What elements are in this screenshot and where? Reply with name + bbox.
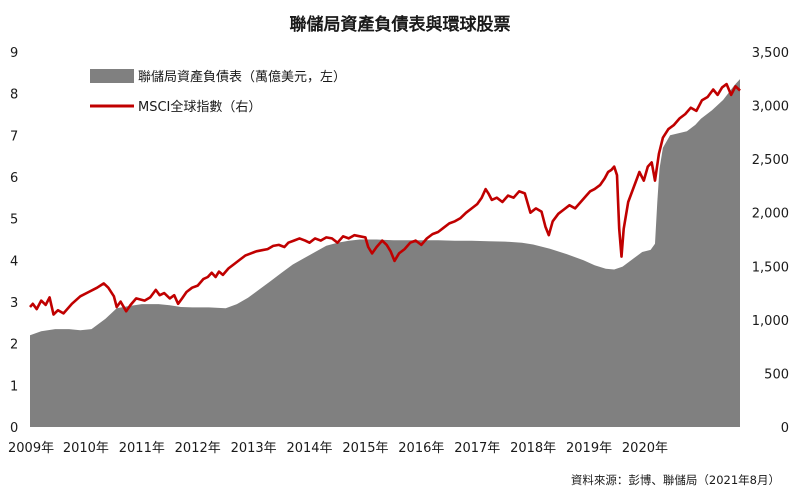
source-note: 資料來源：彭博、聯儲局（2021年8月）	[571, 473, 780, 487]
y-right-tick-label: 0	[781, 421, 789, 436]
y-left-tick-label: 3	[10, 296, 18, 311]
y-left-tick-label: 6	[10, 171, 18, 186]
x-tick-label: 2015年	[342, 441, 388, 456]
x-tick-label: 2016年	[398, 441, 444, 456]
x-tick-label: 2014年	[286, 441, 332, 456]
y-right-tick-label: 3,000	[752, 100, 789, 115]
y-axis-left: 0 1 2 3 4 5 6 7 8 9	[10, 46, 18, 436]
x-tick-label: 2013年	[231, 441, 277, 456]
x-tick-label: 2011年	[119, 441, 165, 456]
x-tick-label: 2009年	[8, 441, 54, 456]
x-tick-label: 2018年	[510, 441, 556, 456]
y-left-tick-label: 5	[10, 213, 18, 228]
x-tick-label: 2017年	[454, 441, 500, 456]
y-axis-right: 0 500 1,000 1,500 2,000 2,500 3,000 3,500	[752, 46, 789, 436]
y-right-tick-label: 2,000	[752, 207, 789, 222]
legend-label-msci: MSCI全球指數（右）	[138, 99, 261, 115]
legend-swatch-balance-sheet	[90, 69, 134, 83]
x-axis: 2009年 2010年 2011年 2012年 2013年 2014年 2015年 2016年…	[8, 441, 668, 456]
y-left-tick-label: 0	[10, 421, 18, 436]
y-left-tick-label: 1	[10, 379, 18, 394]
y-left-tick-label: 2	[10, 338, 18, 353]
legend: 聯儲局資產負債表（萬億美元，左） MSCI全球指數（右）	[90, 69, 346, 115]
y-right-tick-label: 500	[764, 367, 789, 382]
series-area-balance-sheet	[30, 79, 740, 427]
y-right-tick-label: 1,500	[752, 260, 789, 275]
legend-label-balance-sheet: 聯儲局資產負債表（萬億美元，左）	[138, 69, 346, 85]
x-tick-label: 2020年	[622, 441, 668, 456]
y-left-tick-label: 4	[10, 254, 18, 269]
x-tick-label: 2010年	[63, 441, 109, 456]
y-right-tick-label: 2,500	[752, 153, 789, 168]
y-right-tick-label: 3,500	[752, 46, 789, 61]
series-line-msci	[29, 82, 741, 316]
y-left-tick-label: 7	[10, 129, 18, 144]
y-right-tick-label: 1,000	[752, 314, 789, 329]
x-tick-label: 2019年	[566, 441, 612, 456]
x-tick-label: 2012年	[175, 441, 221, 456]
y-left-tick-label: 8	[10, 88, 18, 103]
y-left-tick-label: 9	[10, 46, 18, 61]
plot-area	[29, 79, 741, 427]
chart-title: 聯儲局資產負債表與環球股票	[290, 14, 511, 35]
